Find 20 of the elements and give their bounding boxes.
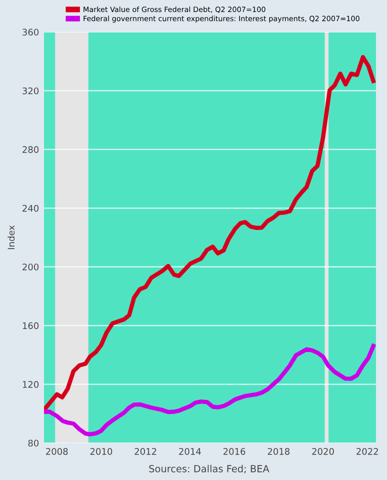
x-tick-label: 2008	[46, 448, 68, 455]
x-tick-label: 2014	[179, 448, 201, 455]
x-tick-label: 2016	[223, 448, 246, 455]
y-axis-title: Index	[8, 225, 15, 250]
y-tick-label: 360	[22, 28, 39, 36]
y-tick-label: 160	[22, 322, 39, 330]
x-tick-label: 2020	[312, 448, 334, 455]
line-series	[44, 55, 376, 412]
line-series	[44, 344, 376, 436]
y-tick-label: 240	[22, 204, 39, 212]
y-tick-label: 320	[22, 87, 39, 94]
y-tick-label: 280	[22, 146, 39, 153]
source-note: Sources: Dallas Fed; BEA	[149, 464, 270, 474]
y-tick-label: 120	[22, 381, 39, 388]
x-tick-label: 2010	[90, 448, 112, 455]
y-tick-label: 200	[22, 264, 39, 270]
x-tick-label: 2012	[134, 448, 156, 455]
x-tick-label: 2022	[356, 448, 378, 455]
y-tick-label: 80	[28, 440, 39, 447]
x-tick-label: 2018	[268, 448, 290, 455]
